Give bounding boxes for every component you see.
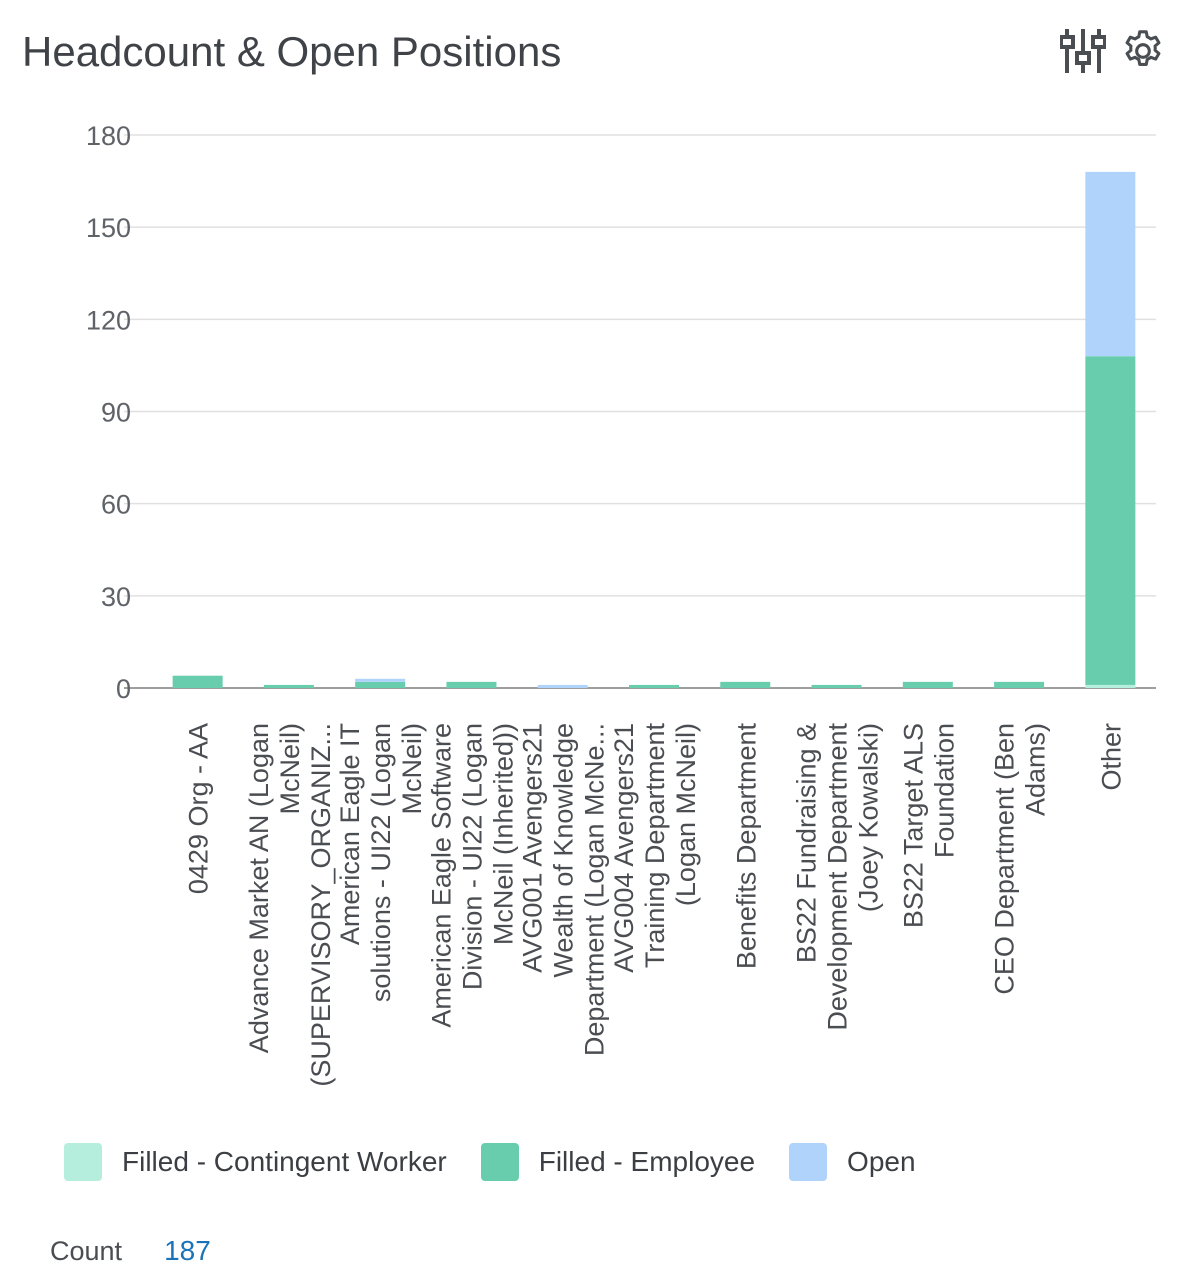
x-tick-label-line: Advance Market AN (Logan	[244, 723, 274, 1053]
chart-toolbar	[1060, 26, 1166, 76]
legend-item-employee[interactable]: Filled - Employee	[480, 1143, 756, 1181]
x-tick-label-line: (SUPERVISORY_ORGANIZ...	[306, 723, 336, 1087]
x-tick-label-line: (Logan McNeil)	[671, 723, 701, 906]
x-tick-label: BS22 Fundraising & Development Department…	[792, 723, 884, 1031]
legend-label-employee: Filled - Employee	[538, 1146, 756, 1177]
stacked-bar-chart: 0 30 60 90 120 150 180 0429 Org - AA Advance Mar…	[86, 121, 1156, 1087]
bar-segment[interactable]	[994, 681, 1045, 688]
x-tick-label: Advance Market AN (Logan McNeil) (SUPERVIS…	[244, 723, 336, 1087]
bar-segment[interactable]	[1085, 684, 1136, 688]
legend-swatch-employee	[480, 1143, 519, 1181]
bar-segment[interactable]	[811, 684, 862, 688]
x-tick-label: CEO Department (Ben Adams)	[990, 723, 1051, 995]
bar-segment[interactable]	[902, 681, 953, 688]
bar-segment[interactable]	[172, 675, 223, 688]
x-tick-label-line: BS22 Fundraising &	[792, 723, 822, 963]
chart-title: Headcount & Open Positions	[22, 28, 562, 75]
summary-footer: Count 187	[50, 1235, 211, 1267]
x-tick-label-line: Benefits Department	[731, 723, 761, 970]
filter-button[interactable]	[1060, 26, 1106, 76]
gear-icon	[1125, 30, 1161, 66]
y-tick-label: 0	[116, 674, 131, 704]
legend-swatch-open	[789, 1143, 828, 1181]
bar-segment[interactable]	[355, 678, 406, 682]
x-tick-label-line: American Eagle IT	[335, 723, 365, 945]
x-tick-label: Other	[1096, 723, 1126, 791]
bar-segment[interactable]	[263, 684, 314, 688]
settings-button[interactable]	[1120, 26, 1166, 76]
x-tick-label: American Eagle IT solutions - UI22 (Logan…	[335, 723, 427, 1002]
bar-segment[interactable]	[1085, 171, 1136, 357]
x-tick-label-line: CEO Department (Ben	[990, 723, 1020, 995]
y-tick-label: 150	[86, 213, 131, 243]
legend-label-contingent: Filled - Contingent Worker	[122, 1146, 447, 1177]
y-tick-label: 90	[101, 398, 131, 428]
x-tick-label-line: Other	[1096, 723, 1126, 791]
x-tick-label-line: American Eagle Software	[426, 723, 456, 1028]
bar-segment[interactable]	[355, 681, 406, 688]
chart-legend: Filled - Contingent Worker Filled - Empl…	[64, 1143, 950, 1181]
legend-label-open: Open	[847, 1146, 916, 1177]
bar-segment[interactable]	[720, 681, 771, 688]
x-tick-label-line: McNeil)	[275, 723, 305, 815]
x-tick-label-line: (Joey Kowalski)	[854, 723, 884, 912]
legend-swatch-contingent	[64, 1143, 102, 1181]
bar-segment[interactable]	[629, 684, 679, 688]
x-tick-label-line: Foundation	[929, 723, 959, 858]
bar-segment[interactable]	[446, 681, 497, 688]
x-tick-label: 0429 Org - AA	[184, 723, 214, 894]
x-tick-label: Benefits Department	[731, 723, 761, 970]
x-tick-label: American Eagle Software Division - UI22 (…	[426, 723, 518, 1028]
y-tick-label: 30	[101, 582, 131, 612]
x-tick-label-line: solutions - UI22 (Logan	[366, 723, 396, 1002]
x-tick-label-line: AVG004 Avengers21	[609, 723, 639, 973]
x-tick-label-line: Adams)	[1021, 723, 1051, 816]
x-tick-label-line: 0429 Org - AA	[184, 723, 214, 894]
x-tick-label-line: McNeil)	[397, 723, 427, 815]
y-tick-label: 120	[86, 305, 131, 335]
x-tick-label-line: Division - UI22 (Logan	[457, 723, 487, 990]
x-tick-label-line: Department (Logan McNe...	[580, 723, 610, 1056]
bar-segment[interactable]	[537, 684, 588, 688]
x-tick-label-line: BS22 Target ALS	[898, 723, 928, 928]
count-value[interactable]: 187	[164, 1235, 211, 1266]
x-tick-label-line: Wealth of Knowledge	[549, 723, 579, 978]
sliders-icon	[1060, 29, 1106, 73]
y-tick-label: 180	[86, 121, 131, 151]
legend-item-contingent[interactable]: Filled - Contingent Worker	[64, 1143, 447, 1181]
legend-item-open[interactable]: Open	[789, 1143, 916, 1181]
count-label: Count	[50, 1236, 123, 1266]
y-tick-label: 60	[101, 490, 131, 520]
bar-segment[interactable]	[1085, 356, 1136, 685]
x-tick-label-line: Training Department	[640, 723, 670, 969]
x-tick-label: AVG004 Avengers21 Training Department (Log…	[609, 723, 701, 973]
x-tick-label: AVG001 Avengers21 Wealth of Knowledge Depa…	[518, 723, 610, 1056]
x-tick-label: BS22 Target ALS Foundation	[898, 723, 959, 928]
x-tick-label-line: AVG001 Avengers21	[518, 723, 548, 973]
x-tick-label-line: McNeil (Inherited))	[488, 723, 518, 945]
x-tick-label-line: Development Department	[823, 723, 853, 1031]
